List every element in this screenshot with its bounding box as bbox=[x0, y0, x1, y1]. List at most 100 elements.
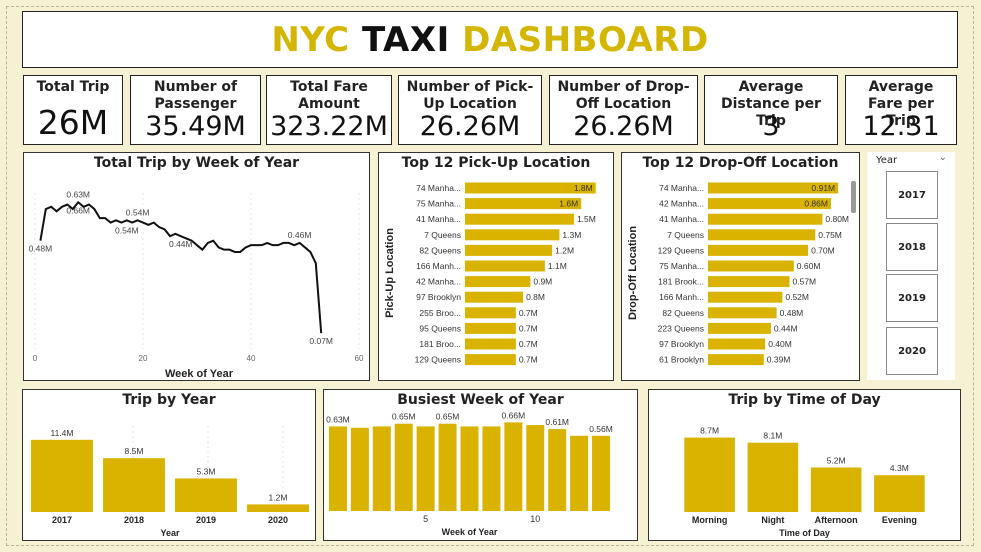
category-label: 95 Queens bbox=[419, 323, 461, 333]
slicer-option-2020[interactable]: 2020 bbox=[886, 327, 938, 375]
bar bbox=[416, 426, 435, 511]
bar bbox=[328, 426, 347, 511]
category-label: 255 Broo... bbox=[419, 308, 461, 318]
category-label: 7 Queens bbox=[424, 230, 461, 240]
category-label: 41 Manha... bbox=[659, 214, 704, 224]
data-label: 0.9M bbox=[533, 277, 552, 287]
kpi-label: Average Distance per Trip bbox=[721, 79, 821, 129]
kpi-label: Total Trip bbox=[36, 79, 110, 95]
top-pickup-bar-chart: 74 Manha... 1.8M 75 Manha... 1.6M 41 Manha..… bbox=[384, 182, 596, 366]
bar bbox=[465, 182, 596, 194]
data-label: 0.86M bbox=[804, 199, 828, 209]
category-label: 41 Manha... bbox=[416, 214, 461, 224]
bar bbox=[31, 439, 93, 512]
category-label: 61 Brooklyn bbox=[659, 355, 704, 365]
x-tick-label: 2019 bbox=[196, 515, 216, 525]
kpi-label: Number of Pick-Up Location bbox=[406, 79, 534, 112]
kpi-value: 35.49M bbox=[145, 111, 246, 142]
category-label: 166 Manh... bbox=[416, 261, 461, 271]
kpi-value: 323.22M bbox=[270, 111, 388, 142]
slicer-option-2017[interactable]: 2017 bbox=[886, 171, 938, 219]
chart-title: Total Trip by Week of Year bbox=[93, 155, 300, 171]
chart-title: Top 12 Drop-Off Location bbox=[642, 155, 839, 171]
x-tick-label: Afternoon bbox=[815, 515, 858, 525]
data-label: 0.7M bbox=[519, 339, 538, 349]
x-tick-label: 60 bbox=[355, 354, 364, 363]
x-tick-label: Night bbox=[761, 515, 784, 525]
bar bbox=[708, 307, 777, 319]
data-label: 0.8M bbox=[526, 292, 545, 302]
busiest-week-bar-chart: 0.63M 0.65M 5 0.65M 0.66M 10 0.61M 0.56M Week of… bbox=[326, 410, 613, 537]
data-label: 0.61M bbox=[545, 417, 569, 427]
data-label: 1.6M bbox=[559, 199, 578, 209]
kpi-label: Total Fare Amount bbox=[290, 79, 368, 112]
data-label: 0.46M bbox=[288, 230, 312, 240]
kpi-label: Number of Drop-Off Location bbox=[557, 79, 690, 112]
bar bbox=[708, 182, 839, 194]
trip-by-year-bar-chart: 11.4M 2017 8.5M 2018 5.3M 2019 1.2M 2020 Year bbox=[31, 426, 309, 538]
data-label: 0.60M bbox=[797, 261, 821, 271]
top-dropoff-bar-chart: 74 Manha... 0.91M 42 Manha... 0.86M 41 Manha… bbox=[627, 182, 849, 366]
bar bbox=[747, 442, 799, 512]
bar bbox=[482, 426, 501, 511]
kpi-value: 26.26M bbox=[419, 111, 521, 142]
chart-title: Trip by Year bbox=[122, 392, 216, 408]
x-axis-title: Year bbox=[160, 528, 180, 538]
x-axis-title: Week of Year bbox=[165, 368, 234, 380]
category-label: 181 Brook... bbox=[658, 277, 704, 287]
trip-by-year-panel: Trip by Year 11.4M 2017 8.5M 2018 5.3M 2019 1.… bbox=[22, 389, 316, 541]
kpi-value: 12.31 bbox=[862, 111, 940, 142]
data-label: 0.48M bbox=[29, 244, 53, 254]
data-label: 0.7M bbox=[519, 355, 538, 365]
top-pickup-panel: Top 12 Pick-Up Location 74 Manha... 1.8M 7… bbox=[378, 152, 614, 381]
data-label: 0.66M bbox=[66, 205, 90, 215]
scrollbar[interactable] bbox=[851, 181, 856, 213]
bar bbox=[465, 260, 545, 272]
data-label: 0.63M bbox=[66, 189, 90, 199]
data-label: 0.39M bbox=[767, 355, 791, 365]
title-dashboard: DASHBOARD bbox=[462, 19, 709, 60]
bar bbox=[708, 322, 771, 334]
bar bbox=[465, 244, 553, 256]
kpi-average-distance: Average Distance per Trip 3 bbox=[704, 75, 838, 145]
kpi-total-fare-amount: Total Fare Amount 323.22M bbox=[266, 75, 392, 145]
data-label: 0.66M bbox=[502, 410, 526, 420]
chart-title: Trip by Time of Day bbox=[728, 392, 881, 408]
year-slicer: Year ⌄ 2017 2018 2019 2020 bbox=[867, 152, 955, 380]
title-nyc: NYC bbox=[271, 19, 350, 60]
category-label: 75 Manha... bbox=[659, 261, 704, 271]
data-label: 8.7M bbox=[700, 426, 719, 436]
dashboard-title: NYC TAXI DASHBOARD bbox=[271, 20, 708, 60]
chart-title: Top 12 Pick-Up Location bbox=[401, 155, 591, 171]
category-label: 82 Queens bbox=[419, 245, 461, 255]
bar bbox=[175, 478, 237, 512]
category-label: 74 Manha... bbox=[416, 183, 461, 193]
bar bbox=[708, 229, 816, 241]
slicer-option-2018[interactable]: 2018 bbox=[886, 223, 938, 271]
category-label: 166 Manh... bbox=[659, 292, 704, 302]
slicer-option-2019[interactable]: 2019 bbox=[886, 274, 938, 322]
data-label: 0.52M bbox=[785, 292, 809, 302]
data-label: 1.2M bbox=[269, 492, 288, 502]
data-label: 8.1M bbox=[763, 431, 782, 441]
category-label: 75 Manha... bbox=[416, 199, 461, 209]
bar bbox=[465, 276, 531, 288]
chevron-down-icon[interactable]: ⌄ bbox=[938, 152, 947, 163]
x-tick-label: 2018 bbox=[124, 515, 144, 525]
data-label: 0.56M bbox=[589, 424, 613, 434]
data-label: 0.7M bbox=[519, 308, 538, 318]
bar bbox=[394, 423, 413, 511]
data-label: 0.57M bbox=[793, 277, 817, 287]
kpi-value: 26.26M bbox=[573, 111, 674, 142]
total-trip-line-chart: 0 20 40 60 0.48M 0.63M 0.66M 0.54M 0.54M 0.44M 0.4… bbox=[29, 189, 364, 380]
category-label: 181 Broo... bbox=[419, 339, 461, 349]
data-label: 0.70M bbox=[811, 245, 835, 255]
x-tick-label: 0 bbox=[33, 354, 38, 363]
bar bbox=[708, 213, 823, 225]
category-label: 7 Queens bbox=[667, 230, 704, 240]
category-label: 223 Queens bbox=[658, 323, 704, 333]
bar bbox=[874, 475, 925, 512]
bar bbox=[465, 338, 516, 350]
category-label: 129 Queens bbox=[658, 245, 704, 255]
category-label: 82 Queens bbox=[662, 308, 704, 318]
